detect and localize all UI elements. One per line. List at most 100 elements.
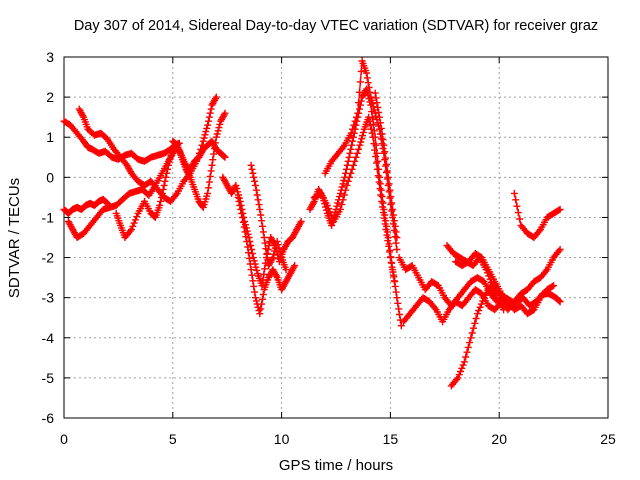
data-point: [259, 228, 267, 236]
data-point: [356, 78, 364, 86]
data-point: [263, 250, 271, 258]
data-point: [372, 94, 380, 102]
data-point: [371, 109, 379, 117]
data-point: [156, 201, 164, 209]
y-axis-label: SDTVAR / TECUs: [6, 178, 23, 298]
data-point: [169, 145, 177, 153]
data-point: [473, 310, 481, 318]
data-point: [467, 334, 475, 342]
data-point: [386, 186, 394, 194]
data-point: [233, 185, 241, 193]
data-point: [393, 294, 401, 302]
data-point: [550, 282, 558, 290]
data-point: [375, 178, 383, 186]
data-point: [380, 141, 388, 149]
data-point: [365, 113, 373, 121]
data-point: [390, 217, 398, 225]
data-series: [60, 57, 564, 390]
data-point: [377, 124, 385, 132]
data-point: [258, 282, 266, 290]
data-point: [352, 153, 360, 161]
x-tick-label: 20: [491, 431, 507, 447]
data-point: [245, 254, 253, 262]
data-point: [274, 241, 282, 249]
data-point: [158, 189, 166, 197]
data-point: [392, 288, 400, 296]
data-point: [236, 201, 244, 209]
data-point: [366, 121, 374, 129]
y-tick-label: 0: [46, 169, 54, 185]
data-point: [212, 93, 220, 101]
data-point: [215, 124, 223, 132]
data-point: [457, 368, 464, 375]
data-point: [353, 149, 361, 157]
data-point: [370, 140, 378, 148]
data-point: [373, 165, 381, 173]
data-point: [255, 201, 263, 209]
data-point: [199, 137, 207, 145]
data-point: [373, 99, 381, 107]
data-point: [346, 173, 353, 181]
data-point: [339, 196, 347, 204]
data-point: [555, 297, 563, 305]
data-point: [248, 165, 256, 173]
series-arc-17: [452, 250, 558, 318]
data-point: [247, 161, 255, 169]
data-point: [390, 273, 398, 281]
data-point: [387, 193, 395, 201]
data-point: [336, 205, 344, 213]
data-point: [349, 161, 357, 169]
data-point: [371, 89, 379, 97]
data-point: [379, 136, 387, 144]
data-point: [463, 348, 471, 356]
data-point: [259, 295, 266, 303]
data-point: [290, 263, 298, 271]
data-point: [385, 188, 393, 196]
data-point: [282, 266, 290, 274]
series-arc-13: [371, 89, 401, 241]
data-point: [221, 153, 229, 161]
data-point: [342, 186, 350, 194]
x-tick-label: 25: [600, 431, 616, 447]
data-point: [350, 121, 358, 129]
data-point: [259, 291, 267, 298]
data-point: [234, 193, 242, 201]
data-point: [391, 233, 399, 241]
data-point: [359, 132, 366, 140]
data-point: [378, 197, 386, 205]
data-point: [205, 117, 212, 125]
data-point: [386, 194, 394, 202]
data-point: [159, 185, 167, 193]
data-point: [388, 263, 396, 271]
data-point: [257, 305, 265, 313]
data-point: [368, 96, 376, 104]
data-point: [210, 150, 218, 158]
axis-ticks: -6 -5 -4 -3 -2 -1 0 1 2 3 0 5 10 15 20 25: [42, 49, 616, 447]
data-point: [458, 364, 466, 372]
data-point: [512, 196, 520, 204]
y-tick-label: -2: [42, 250, 55, 266]
data-point: [468, 329, 476, 337]
data-point: [167, 152, 175, 160]
data-point: [375, 108, 383, 116]
data-point: [79, 112, 87, 120]
data-point: [216, 120, 224, 128]
series-arc-18: [447, 282, 508, 390]
data-point: [164, 165, 172, 173]
x-tick-label: 0: [60, 431, 68, 447]
data-point: [366, 117, 373, 125]
data-point: [383, 169, 390, 176]
data-point: [369, 100, 377, 107]
data-point: [220, 111, 228, 119]
data-point: [253, 191, 261, 199]
data-point: [389, 211, 397, 219]
data-point: [345, 153, 353, 161]
data-point: [338, 183, 346, 191]
data-point: [261, 239, 269, 247]
data-point: [394, 299, 402, 307]
data-point: [477, 300, 485, 308]
data-point: [261, 265, 269, 273]
data-point: [347, 129, 355, 137]
series-arc-4: [64, 137, 229, 241]
data-point: [130, 219, 138, 227]
